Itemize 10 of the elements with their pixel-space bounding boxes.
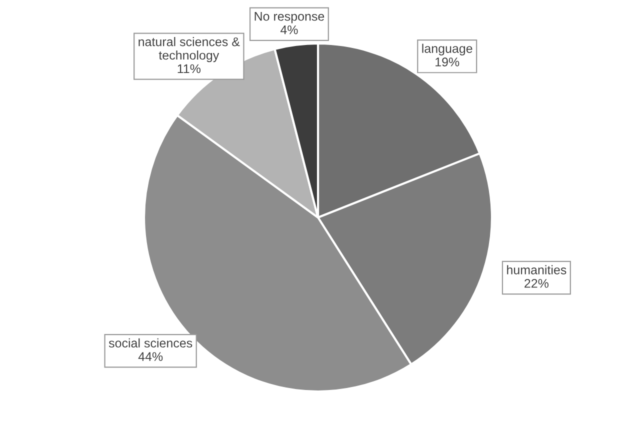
- data-label: 4%: [280, 25, 298, 34]
- data-label: 44%: [138, 352, 163, 361]
- slice-label: social sciences: [108, 338, 192, 348]
- slice-label: No response: [254, 12, 324, 24]
- data-label: 22%: [524, 278, 549, 288]
- data-label: 19%: [436, 58, 460, 66]
- slice-label: humanities: [507, 265, 566, 274]
- slice-label: natural sciences & technology: [138, 37, 240, 62]
- data-label: 11%: [178, 64, 201, 74]
- slice-label: language: [422, 44, 472, 56]
